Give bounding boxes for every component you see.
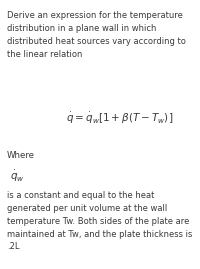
Text: $\dot{q}_w$: $\dot{q}_w$ xyxy=(10,169,25,184)
Text: Derive an expression for the temperature
distribution in a plane wall in which
d: Derive an expression for the temperature… xyxy=(7,11,186,59)
Text: $\dot{q} = \dot{q}_w[1 + \beta(T - T_w)]$: $\dot{q} = \dot{q}_w[1 + \beta(T - T_w)]… xyxy=(66,111,174,126)
Text: is a constant and equal to the heat
generated per unit volume at the wall
temper: is a constant and equal to the heat gene… xyxy=(7,191,192,252)
Text: Where: Where xyxy=(7,151,35,160)
